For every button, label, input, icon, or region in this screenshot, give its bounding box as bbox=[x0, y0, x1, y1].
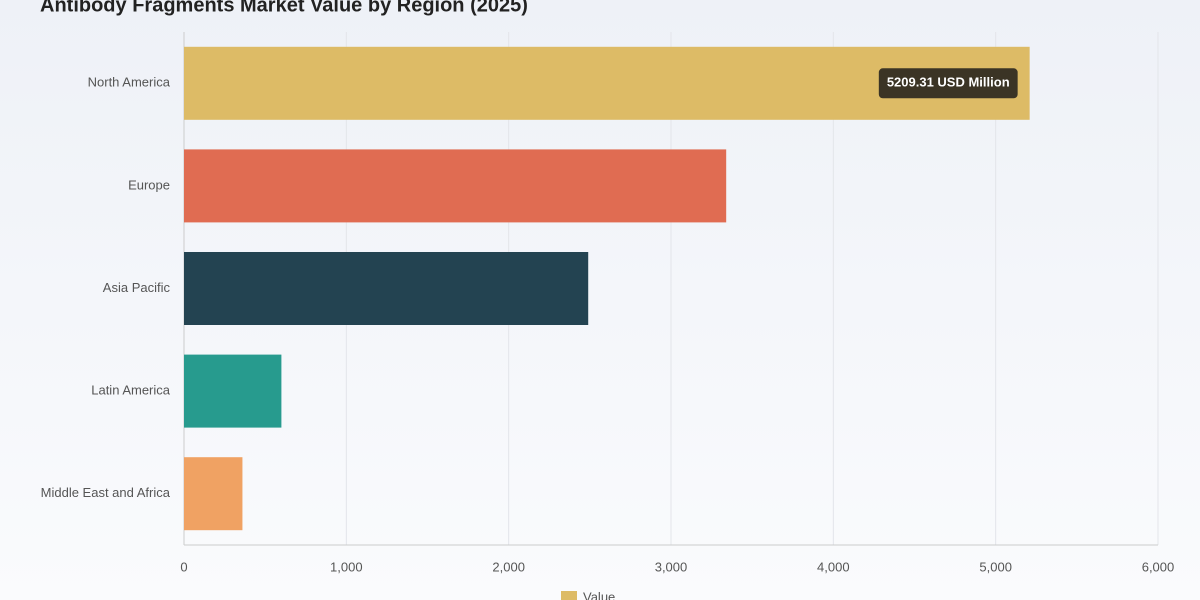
tooltip-box bbox=[878, 68, 1018, 99]
x-tick-label: 6,000 bbox=[1142, 559, 1175, 574]
y-tick-label: Asia Pacific bbox=[103, 280, 171, 295]
y-tick-label: Europe bbox=[128, 177, 170, 192]
x-tick-label: 0 bbox=[180, 559, 187, 574]
bar bbox=[184, 354, 282, 428]
y-tick-label: North America bbox=[88, 75, 171, 90]
x-tick-label: 4,000 bbox=[817, 559, 850, 574]
chart-title: Antibody Fragments Market Value by Regio… bbox=[40, 0, 528, 16]
value-label: 5209.31 USD Million bbox=[887, 75, 1010, 90]
x-tick-label: 5,000 bbox=[979, 559, 1012, 574]
y-tick-label: Middle East and Africa bbox=[41, 485, 171, 500]
bar bbox=[184, 457, 243, 531]
bar bbox=[184, 252, 589, 325]
bar bbox=[184, 149, 727, 223]
x-tick-label: 2,000 bbox=[492, 559, 525, 574]
x-tick-label: 1,000 bbox=[330, 559, 363, 574]
legend-label: Value bbox=[583, 589, 615, 600]
tooltip: 5209.31 USD Million bbox=[878, 68, 1018, 99]
legend-swatch bbox=[561, 591, 577, 600]
y-tick-label: Latin America bbox=[91, 383, 171, 398]
x-tick-label: 3,000 bbox=[655, 559, 688, 574]
